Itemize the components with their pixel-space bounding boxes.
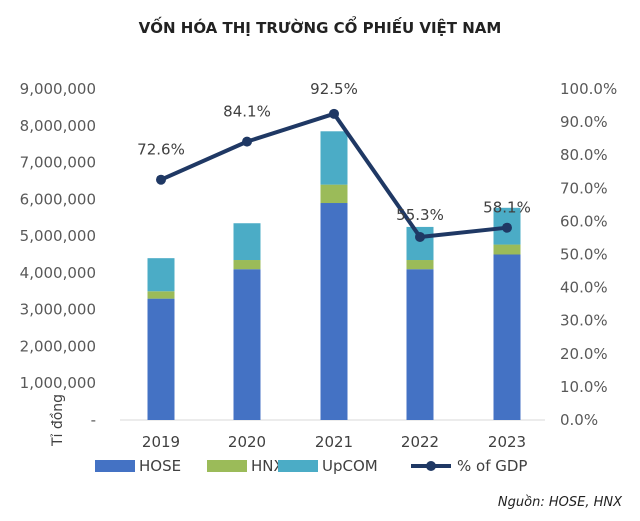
bar-hnx-2020 (233, 260, 261, 270)
y2-tick-label: 30.0% (560, 312, 608, 330)
x-tick-label: 2022 (401, 433, 439, 451)
y-tick-label: 8,000,000 (20, 117, 96, 135)
y2-tick-label: 50.0% (560, 246, 608, 264)
y2-tick-label: 60.0% (560, 212, 608, 230)
y-tick-label: 4,000,000 (20, 264, 96, 282)
gdp-data-label: 84.1% (223, 103, 271, 121)
source-note: Nguồn: HOSE, HNX (498, 495, 623, 510)
gdp-point-2023 (502, 222, 512, 233)
y2-tick-label: 10.0% (560, 378, 608, 396)
bar-upcom-2019 (147, 258, 175, 292)
legend-label: UpCOM (322, 457, 378, 475)
y-tick-label: 9,000,000 (20, 80, 96, 98)
y2-tick-label: 90.0% (560, 113, 608, 131)
legend-label: HOSE (139, 457, 181, 475)
y-axis-label: Tỉ đồng (49, 394, 66, 447)
legend-label: HNX (251, 457, 284, 475)
gdp-data-label: 92.5% (310, 80, 358, 98)
y-tick-label: 1,000,000 (20, 374, 96, 392)
left-axis: - 1,000,000 2,000,000 3,000,000 4,000,000 5,0… (20, 80, 96, 429)
y2-tick-label: 100.0% (560, 80, 617, 98)
legend: HOSE HNX UpCOM % of GDP (95, 457, 527, 475)
bar-hnx-2019 (147, 291, 175, 299)
bar-upcom-2022 (406, 226, 434, 261)
bar-hnx-2021 (320, 184, 348, 204)
x-tick-label: 2021 (315, 433, 353, 451)
gdp-data-label: 55.3% (396, 206, 444, 224)
gdp-line-series: 72.6% 84.1% 92.5% 55.3% 58.1% (137, 80, 531, 242)
x-tick-label: 2023 (488, 433, 526, 451)
gdp-data-label: 58.1% (483, 199, 531, 217)
gdp-point-2021 (329, 108, 339, 119)
bar-hnx-2023 (493, 244, 521, 255)
bar-hose-2022 (406, 269, 434, 420)
bars (147, 131, 521, 420)
bar-hose-2020 (233, 269, 261, 420)
legend-swatch-upcom (278, 460, 318, 472)
gdp-point-2019 (156, 174, 166, 185)
y2-tick-label: 20.0% (560, 345, 608, 363)
bar-hnx-2022 (406, 260, 434, 270)
x-tick-label: 2020 (228, 433, 266, 451)
y2-tick-label: 0.0% (560, 411, 598, 429)
x-tick-label: 2019 (142, 433, 180, 451)
bar-upcom-2021 (320, 131, 348, 185)
bar-upcom-2020 (233, 223, 261, 261)
y-tick-label: 6,000,000 (20, 190, 96, 208)
gdp-data-label: 72.6% (137, 141, 185, 159)
right-axis: 0.0% 10.0% 20.0% 30.0% 40.0% 50.0% 60.0% 70.0% 8… (560, 80, 617, 429)
bar-hose-2021 (320, 203, 348, 420)
bar-hose-2019 (147, 298, 175, 420)
x-axis-ticks: 2019 2020 2021 2022 2023 (142, 433, 526, 451)
y-tick-label: - (91, 411, 96, 429)
y-tick-label: 7,000,000 (20, 154, 96, 172)
gdp-point-2022 (415, 231, 425, 242)
bar-hose-2023 (493, 254, 521, 420)
legend-swatch-hnx (207, 460, 247, 472)
gdp-point-2020 (242, 136, 252, 147)
chart-title: VỐN HÓA THỊ TRƯỜNG CỔ PHIẾU VIỆT NAM (139, 15, 502, 37)
y2-tick-label: 40.0% (560, 279, 608, 297)
legend-label: % of GDP (457, 457, 527, 475)
y-tick-label: 2,000,000 (20, 337, 96, 355)
legend-swatch-hose (95, 460, 135, 472)
legend-swatch-gdp-marker (426, 461, 436, 471)
y-tick-label: 5,000,000 (20, 227, 96, 245)
y-tick-label: 3,000,000 (20, 301, 96, 319)
y2-tick-label: 80.0% (560, 146, 608, 164)
y2-tick-label: 70.0% (560, 179, 608, 197)
